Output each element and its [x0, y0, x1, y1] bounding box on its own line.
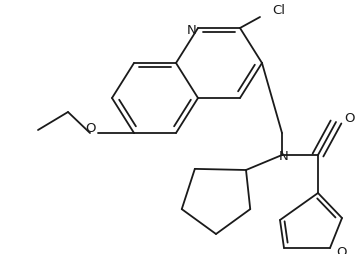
- Text: N: N: [279, 151, 289, 164]
- Text: Cl: Cl: [272, 4, 285, 17]
- Text: O: O: [344, 112, 354, 124]
- Text: O: O: [336, 246, 347, 254]
- Text: N: N: [187, 24, 197, 37]
- Text: O: O: [86, 122, 96, 135]
